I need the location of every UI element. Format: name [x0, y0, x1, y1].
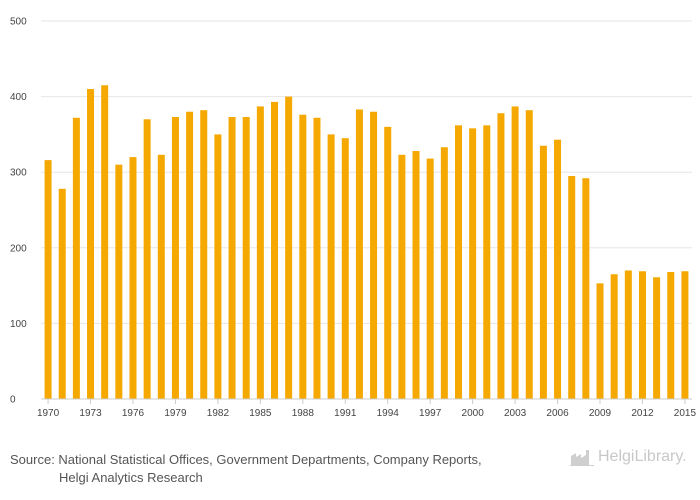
- x-tick-label: 2009: [589, 408, 612, 419]
- bar-1977: [143, 119, 151, 399]
- bar-2011: [624, 270, 632, 399]
- bar-1987: [285, 96, 293, 399]
- source-line-2: Helgi Analytics Research: [59, 470, 203, 485]
- y-tick-label: 300: [10, 168, 27, 179]
- bar-2009: [596, 283, 604, 399]
- x-tick-label: 1991: [334, 408, 357, 419]
- bar-2003: [511, 106, 519, 400]
- x-tick-label: 1973: [79, 408, 102, 419]
- bar-1984: [242, 117, 250, 399]
- x-tick-label: 1982: [207, 408, 230, 419]
- bar-1976: [129, 157, 137, 399]
- bar-1985: [256, 106, 264, 400]
- bar-1973: [87, 89, 95, 399]
- bar-2014: [667, 271, 675, 399]
- bar-1990: [327, 134, 335, 399]
- bar-chart: 0 100 200 300 400 500 1970 1973 1976 1979 1982 198…: [10, 17, 697, 420]
- factory-icon: [570, 450, 594, 466]
- y-tick-label: 200: [10, 243, 27, 254]
- y-tick-label: 500: [10, 17, 27, 28]
- bar-1980: [186, 111, 194, 399]
- bar-2012: [638, 271, 646, 399]
- bar-2002: [497, 113, 505, 399]
- bar-2005: [539, 145, 547, 399]
- bar-1981: [200, 110, 208, 400]
- bar-1988: [299, 114, 307, 400]
- bar-1989: [313, 117, 321, 400]
- bar-1997: [426, 158, 434, 399]
- bar-1994: [384, 126, 392, 399]
- bar-1978: [157, 154, 165, 399]
- x-tick-label: 2003: [504, 408, 527, 419]
- x-tick-label: 1994: [377, 408, 400, 419]
- helgi-library-logo: HelgiLibrary.: [570, 448, 687, 466]
- bar-1971: [58, 188, 66, 399]
- x-tick-label: 1988: [292, 408, 315, 419]
- bar-1972: [72, 117, 80, 400]
- bar-1974: [101, 85, 109, 399]
- x-tick-label: 1976: [122, 408, 145, 419]
- x-tick-label: 2012: [631, 408, 654, 419]
- bar-2010: [610, 274, 618, 399]
- bar-2000: [469, 128, 477, 399]
- bar-1995: [398, 154, 406, 399]
- bar-1982: [214, 134, 222, 399]
- y-tick-label: 0: [10, 395, 16, 406]
- bar-1983: [228, 117, 236, 399]
- y-axis-ticks: 0 100 200 300 400 500: [10, 17, 27, 406]
- bar-1998: [440, 147, 448, 399]
- x-tick-label: 1997: [419, 408, 442, 419]
- bar-1979: [171, 117, 179, 399]
- bar-1975: [115, 164, 123, 399]
- bar-2006: [554, 139, 562, 399]
- bar-1986: [271, 101, 279, 399]
- y-tick-label: 400: [10, 92, 27, 103]
- bar-2013: [653, 277, 661, 399]
- x-tick-label: 1985: [249, 408, 272, 419]
- bar-1970: [44, 160, 52, 399]
- bar-1993: [370, 111, 378, 399]
- logo-text: HelgiLibrary.: [598, 448, 687, 465]
- x-tick-label: 1970: [37, 408, 60, 419]
- bar-1992: [355, 109, 363, 399]
- bar-2001: [483, 125, 491, 399]
- source-line-1: Source: National Statistical Offices, Go…: [10, 452, 482, 467]
- bar-1996: [412, 151, 420, 399]
- bar-2015: [681, 271, 689, 399]
- bar-2007: [568, 175, 576, 399]
- y-tick-label: 100: [10, 319, 27, 330]
- bars: [44, 85, 689, 400]
- x-tick-label: 2015: [674, 408, 697, 419]
- x-tick-label: 2006: [546, 408, 569, 419]
- bar-1991: [341, 138, 349, 399]
- x-tick-label: 2000: [462, 408, 485, 419]
- bar-1999: [454, 125, 462, 399]
- bar-2004: [525, 110, 533, 400]
- x-tick-label: 1979: [164, 408, 187, 419]
- source-note: Source: National Statistical Offices, Go…: [10, 451, 482, 487]
- gridlines: [41, 20, 692, 324]
- bar-2008: [582, 178, 590, 399]
- x-axis-ticks: 1970 1973 1976 1979 1982 1985 1988 1991 1994 1997…: [37, 399, 697, 419]
